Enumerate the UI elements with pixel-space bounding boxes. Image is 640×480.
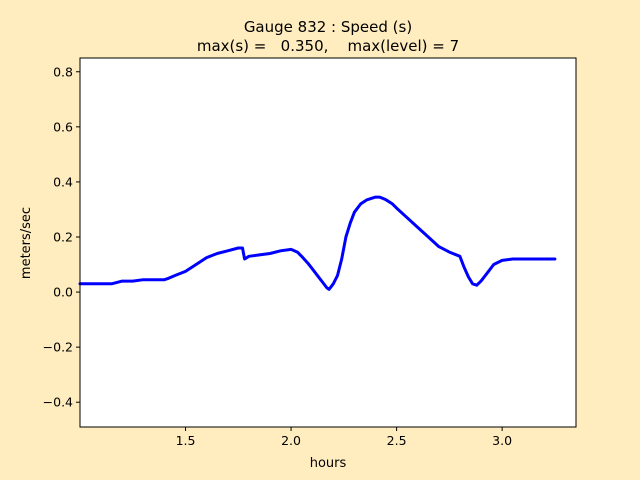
y-tick-label: 0.4 xyxy=(53,174,73,189)
x-tick-label: 2.0 xyxy=(281,433,301,448)
x-tick-label: 1.5 xyxy=(176,433,196,448)
chart-title-line1: Gauge 832 : Speed (s) xyxy=(244,18,412,36)
y-tick-label: 0.2 xyxy=(53,229,73,244)
plot-area xyxy=(80,58,576,427)
y-tick-label: 0.0 xyxy=(53,285,73,300)
speed-series-line xyxy=(78,195,557,291)
y-tick-label: −0.2 xyxy=(43,340,73,355)
y-tick-label: 0.8 xyxy=(53,64,73,79)
plot-frame xyxy=(79,57,577,428)
series-layer xyxy=(78,195,557,291)
y-axis-label: meters/sec xyxy=(19,207,34,279)
x-tick-label: 3.0 xyxy=(492,433,512,448)
y-tick-label: 0.6 xyxy=(53,119,73,134)
x-axis-label: hours xyxy=(310,456,347,471)
x-tick-label: 2.5 xyxy=(387,433,407,448)
chart-title-line2: max(s) = 0.350, max(level) = 7 xyxy=(197,37,459,55)
axis-ticks: 1.5 2.0 2.5 3.0 −0.4 −0.2 0.0 0.2 0.4 0.6 0.8 xyxy=(43,64,512,448)
y-tick-label: −0.4 xyxy=(43,395,73,410)
